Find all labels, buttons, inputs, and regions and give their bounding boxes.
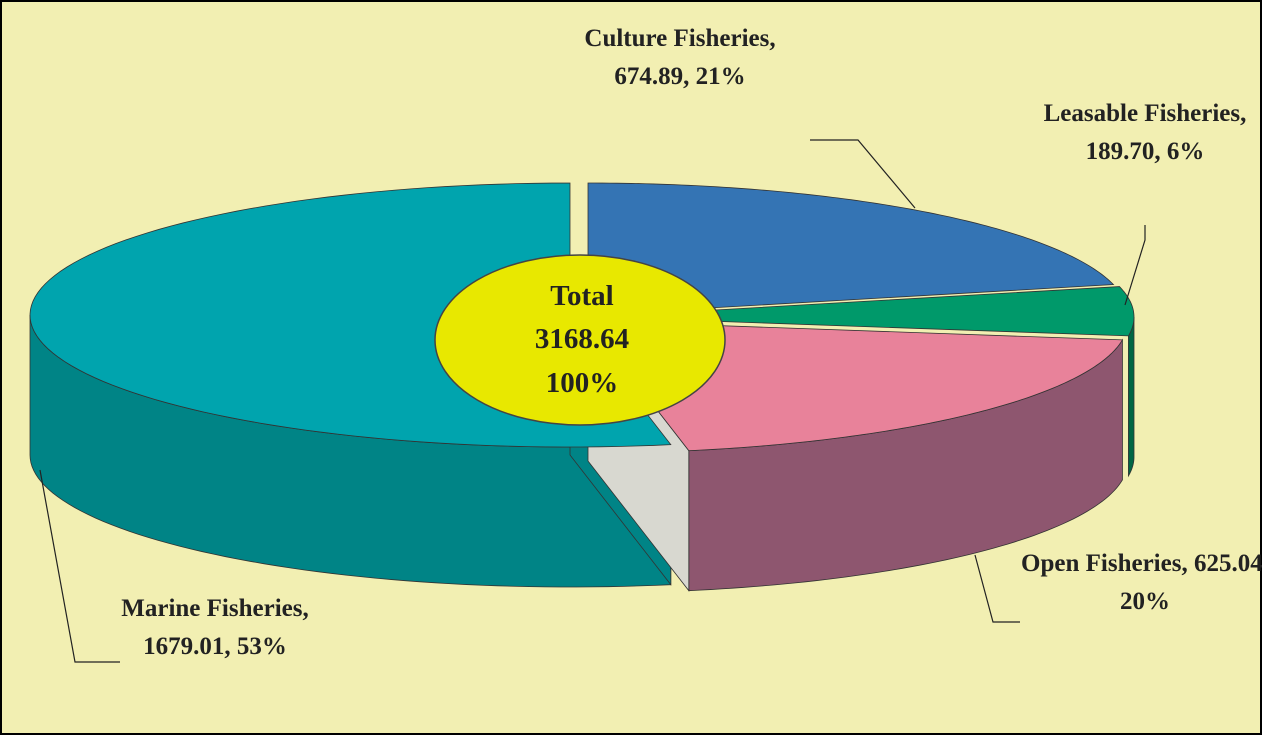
- leader-line: [39, 469, 120, 663]
- center-badge: [434, 254, 726, 426]
- leader-line: [810, 139, 916, 209]
- center-text: Total: [550, 280, 613, 312]
- leader-line: [974, 554, 1020, 623]
- center-text: 100%: [546, 367, 619, 399]
- leader-line: [1124, 225, 1146, 306]
- slice: [587, 182, 1115, 316]
- slice: [593, 286, 1135, 337]
- data-label: Marine Fisheries, 1679.01, 53%: [121, 595, 309, 660]
- center-text: 3168.64: [535, 323, 629, 355]
- slice-side: [1128, 317, 1135, 478]
- data-label: Leasable Fisheries, 189.70, 6%: [1043, 100, 1247, 165]
- data-label: Open Fisheries, 625.04, 20%: [1021, 550, 1262, 615]
- leader-lines: [39, 139, 1146, 663]
- data-label: Culture Fisheries, 674.89, 21%: [584, 25, 776, 90]
